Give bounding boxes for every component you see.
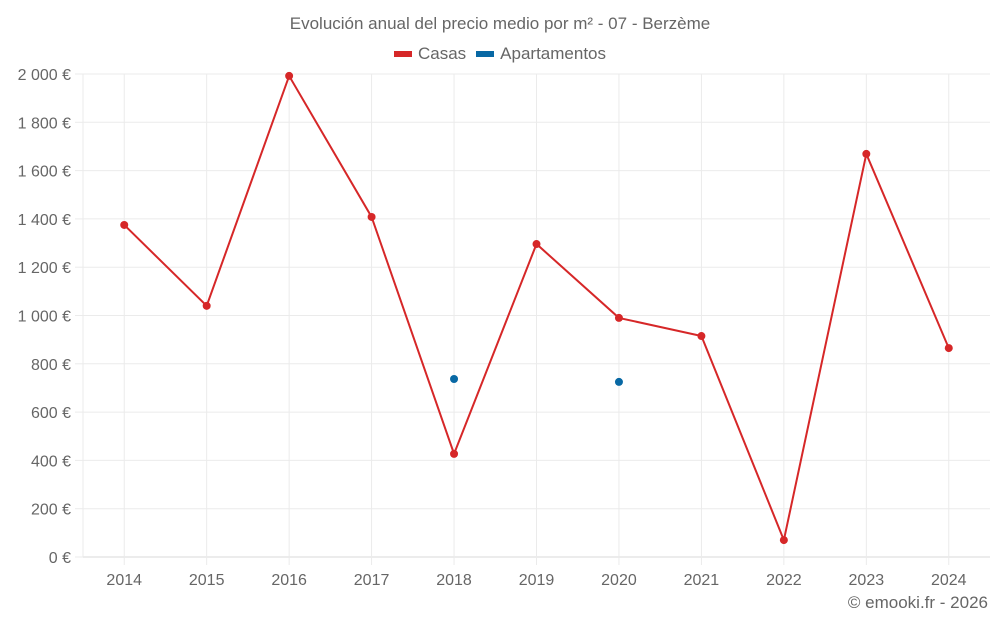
series-apartamentos	[450, 375, 623, 386]
legend-swatch-apartamentos	[476, 51, 495, 57]
x-axis: 2014 2015 2016 2017 2018 2019 2020 2021 2022 2023…	[106, 572, 966, 589]
copyright-footer: © emooki.fr - 2026	[847, 593, 988, 612]
data-point[interactable]	[697, 332, 706, 341]
y-tick-label: 1 000 €	[18, 309, 71, 326]
chart-title: Evolución anual del precio medio por m² …	[289, 14, 711, 33]
y-tick-label: 1 200 €	[18, 260, 71, 277]
x-tick-label: 2022	[766, 572, 802, 589]
y-tick-label: 1 600 €	[18, 164, 71, 181]
data-point[interactable]	[614, 377, 623, 386]
x-tick-label: 2014	[106, 572, 142, 589]
x-tick-label: 2020	[601, 572, 637, 589]
y-tick-label: 1 400 €	[18, 212, 71, 229]
legend-item-apartamentos[interactable]: Apartamentos	[476, 44, 606, 64]
data-point[interactable]	[367, 212, 376, 221]
y-tick-label: 0 €	[49, 550, 71, 567]
data-point[interactable]	[862, 149, 871, 158]
y-axis: 0 € 200 € 400 € 600 € 800 € 1 000 € 1 200 € 1 4…	[18, 67, 71, 567]
data-point[interactable]	[120, 220, 129, 229]
x-tick-label: 2021	[684, 572, 720, 589]
data-point[interactable]	[532, 240, 541, 249]
grid-lines	[75, 73, 990, 565]
x-tick-label: 2015	[189, 572, 225, 589]
y-tick-label: 1 800 €	[18, 115, 71, 132]
data-point[interactable]	[450, 375, 459, 384]
data-point[interactable]	[450, 449, 459, 458]
data-point[interactable]	[285, 71, 294, 80]
x-tick-label: 2024	[931, 572, 967, 589]
x-tick-label: 2019	[519, 572, 555, 589]
data-point[interactable]	[779, 536, 788, 545]
y-tick-label: 400 €	[31, 453, 71, 470]
y-tick-label: 600 €	[31, 405, 71, 422]
x-tick-label: 2023	[849, 572, 885, 589]
legend-label-casas: Casas	[417, 44, 467, 63]
legend: Casas Apartamentos	[0, 44, 1000, 64]
legend-swatch-casas	[393, 51, 412, 57]
legend-label-apartamentos: Apartamentos	[500, 44, 607, 63]
x-tick-label: 2018	[436, 572, 472, 589]
series-casas	[120, 71, 953, 545]
data-point[interactable]	[614, 313, 623, 322]
data-point[interactable]	[202, 301, 211, 310]
y-tick-label: 800 €	[31, 357, 71, 374]
legend-item-casas[interactable]: Casas	[393, 44, 467, 64]
y-tick-label: 2 000 €	[18, 67, 71, 84]
x-tick-label: 2016	[271, 572, 307, 589]
series-layer	[120, 71, 953, 545]
x-tick-label: 2017	[354, 572, 390, 589]
data-point[interactable]	[944, 344, 953, 353]
y-tick-label: 200 €	[31, 502, 71, 519]
